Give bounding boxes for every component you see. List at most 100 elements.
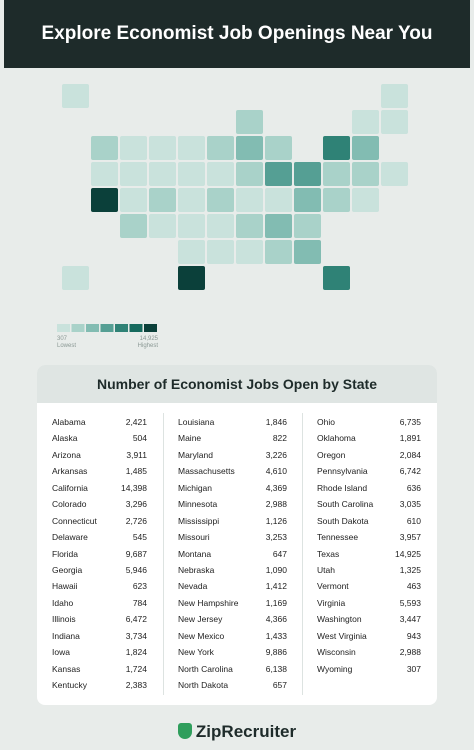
job-count: 3,035 <box>399 499 421 510</box>
job-count: 1,412 <box>265 581 287 592</box>
job-count: 1,485 <box>125 466 147 477</box>
state-name: New York <box>178 647 214 658</box>
job-count: 6,735 <box>399 417 421 427</box>
job-count: 2,988 <box>399 647 421 658</box>
job-count: 943 <box>406 630 421 641</box>
state-tile <box>236 136 263 160</box>
state-tile <box>207 162 234 186</box>
job-count: 1,846 <box>265 417 287 427</box>
job-count: 3,253 <box>265 532 287 543</box>
state-tile <box>236 240 263 264</box>
state-name: South Dakota <box>317 515 369 526</box>
state-name: Georgia <box>52 564 83 575</box>
job-count: 504 <box>132 433 147 444</box>
state-name: Washington <box>317 614 362 625</box>
job-count: 3,734 <box>125 630 147 641</box>
jobs-table: Number of Economist Jobs Open by State A… <box>37 365 437 705</box>
job-count: 14,925 <box>395 548 421 559</box>
job-count: 1,824 <box>125 647 147 658</box>
job-count: 3,957 <box>399 532 421 543</box>
state-tile <box>178 136 205 160</box>
job-count: 636 <box>406 482 421 493</box>
brand-name: ZipRecruiter <box>195 722 297 741</box>
job-count: 463 <box>406 581 421 592</box>
state-tile <box>236 214 263 238</box>
legend-swatch <box>129 324 143 332</box>
state-name: Minnesota <box>178 499 218 510</box>
job-count: 3,447 <box>399 614 421 625</box>
job-count: 1,126 <box>265 515 287 526</box>
state-name: New Mexico <box>178 630 225 641</box>
job-count: 9,687 <box>125 548 147 559</box>
state-tile <box>178 162 205 186</box>
legend-swatch <box>86 324 99 332</box>
job-count: 2,988 <box>265 499 287 510</box>
state-name: Maryland <box>178 449 213 460</box>
state-name: Louisiana <box>178 417 215 427</box>
legend-swatch <box>144 324 157 332</box>
state-name: Alabama <box>52 417 86 427</box>
job-count: 6,472 <box>125 614 147 625</box>
state-name: Texas <box>317 548 340 559</box>
state-name: California <box>52 482 88 493</box>
state-tile <box>120 162 147 186</box>
state-tile <box>207 214 234 238</box>
state-name: Mississippi <box>178 515 220 526</box>
state-name: Pennsylvania <box>317 466 368 477</box>
state-tile <box>236 110 263 134</box>
state-tile <box>265 188 292 212</box>
state-name: Kentucky <box>52 680 87 691</box>
state-name: Nevada <box>178 581 208 592</box>
state-name: Florida <box>52 548 78 559</box>
state-name: Hawaii <box>52 581 78 592</box>
job-count: 545 <box>132 532 147 543</box>
state-tile <box>352 110 379 134</box>
state-name: North Carolina <box>178 663 233 674</box>
table-title: Number of Economist Jobs Open by State <box>37 365 437 403</box>
state-name: Michigan <box>178 482 213 493</box>
column-divider <box>163 413 164 695</box>
job-count: 822 <box>272 433 287 444</box>
logo-icon <box>177 723 192 739</box>
state-tile <box>236 188 263 212</box>
state-tile <box>120 214 147 238</box>
state-tile <box>323 188 350 212</box>
legend-swatch <box>100 324 114 332</box>
state-name: Maine <box>178 433 202 444</box>
state-name: South Carolina <box>317 499 374 510</box>
state-name: Alaska <box>52 433 78 444</box>
legend-swatch <box>115 324 128 332</box>
state-tile <box>265 240 292 264</box>
state-name: New Hampshire <box>178 597 239 608</box>
state-name: Iowa <box>52 647 70 658</box>
state-tile <box>178 188 205 212</box>
state-tile <box>62 84 89 108</box>
state-name: Utah <box>317 564 335 575</box>
job-count: 14,398 <box>121 482 147 493</box>
state-tile <box>120 136 147 160</box>
legend-min: 307 <box>57 336 68 342</box>
state-name: Montana <box>178 548 212 559</box>
state-tile <box>323 266 350 290</box>
state-name: West Virginia <box>317 630 367 641</box>
title: Explore Economist Job Openings Near You <box>4 0 470 68</box>
state-name: Colorado <box>52 499 87 510</box>
state-name: Rhode Island <box>317 482 368 493</box>
state-name: Oregon <box>317 449 346 460</box>
state-name: North Dakota <box>178 680 229 691</box>
state-tile <box>91 136 118 160</box>
state-tile <box>62 266 89 290</box>
job-count: 3,296 <box>125 499 147 510</box>
state-name: Wisconsin <box>317 647 356 658</box>
state-tile <box>236 162 263 186</box>
state-tile <box>149 162 176 186</box>
job-count: 4,369 <box>265 482 287 493</box>
job-count: 2,726 <box>125 515 147 526</box>
state-tile <box>265 136 292 160</box>
state-name: Ohio <box>317 417 335 427</box>
state-tile <box>323 162 350 186</box>
job-count: 623 <box>132 581 147 592</box>
state-name: Virginia <box>317 597 346 608</box>
